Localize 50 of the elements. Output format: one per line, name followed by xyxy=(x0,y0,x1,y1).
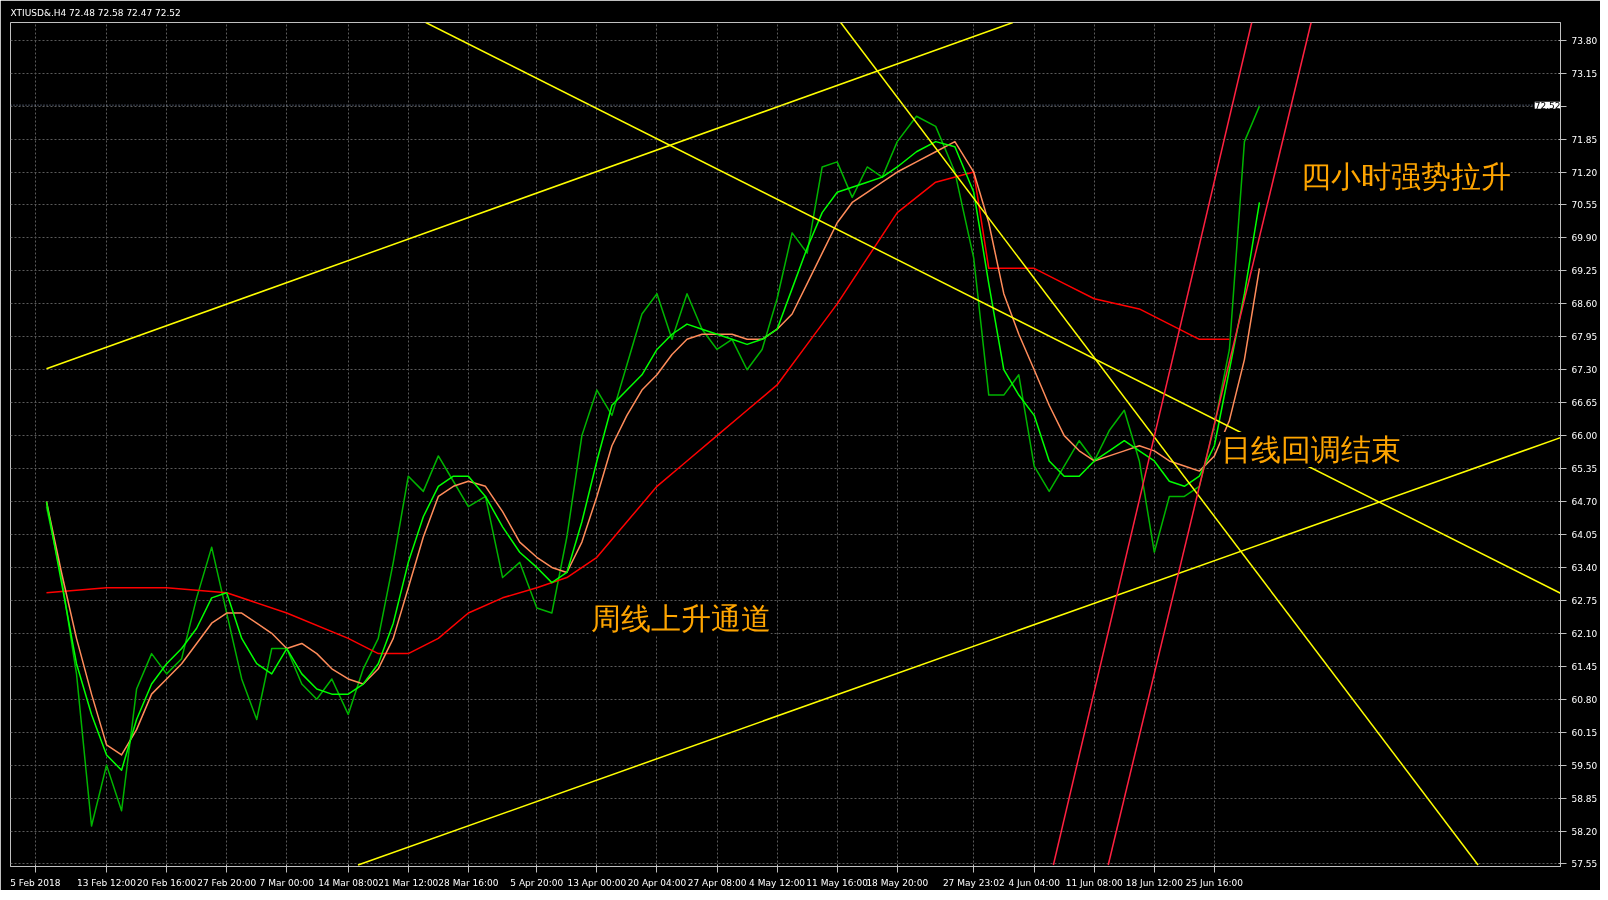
ref-line-label: 72.52 xyxy=(1534,100,1561,111)
x-tick-label: 5 Apr 20:00 xyxy=(510,877,564,888)
y-tick-label: 69.25 xyxy=(1571,266,1598,277)
x-tick-label: 28 Mar 16:00 xyxy=(438,877,499,888)
x-tick-label: 4 May 12:00 xyxy=(749,877,806,888)
x-tick-label: 7 Mar 00:00 xyxy=(259,877,315,888)
y-tick-label: 58.20 xyxy=(1571,826,1598,837)
y-tick-label: 71.20 xyxy=(1571,167,1598,178)
x-tick-label: 21 Mar 12:00 xyxy=(378,877,439,888)
y-tick-label: 68.60 xyxy=(1571,299,1598,310)
x-tick-label: 27 May 23:02 xyxy=(942,877,1005,888)
y-tick-label: 60.80 xyxy=(1571,694,1598,705)
y-tick-label: 59.50 xyxy=(1571,760,1598,771)
chart-title: XTIUSD&.H4 72.48 72.58 72.47 72.52 xyxy=(10,7,181,18)
x-tick-label: 27 Feb 20:00 xyxy=(197,877,257,888)
y-tick-label: 65.35 xyxy=(1571,464,1598,475)
annotation: 周线上升通道 xyxy=(590,601,771,636)
y-tick-label: 73.15 xyxy=(1571,68,1598,79)
x-tick-label: 14 Mar 08:00 xyxy=(318,877,379,888)
y-tick-label: 67.95 xyxy=(1571,332,1598,343)
y-tick-label: 63.40 xyxy=(1571,562,1598,573)
y-tick-label: 64.70 xyxy=(1571,497,1598,508)
x-tick-label: 5 Feb 2018 xyxy=(10,877,61,888)
y-tick-label: 62.75 xyxy=(1571,595,1598,606)
x-tick-label: 27 Apr 08:00 xyxy=(687,877,747,888)
x-tick-label: 13 Feb 12:00 xyxy=(77,877,137,888)
y-tick-label: 69.90 xyxy=(1571,233,1598,244)
x-tick-label: 25 Jun 16:00 xyxy=(1185,877,1244,888)
x-tick-label: 13 Apr 00:00 xyxy=(567,877,627,888)
y-tick-label: 66.00 xyxy=(1571,431,1598,442)
x-tick-label: 20 Apr 04:00 xyxy=(627,877,687,888)
annotation: 四小时强势拉升 xyxy=(1300,159,1511,194)
x-tick-label: 18 Jun 12:00 xyxy=(1125,877,1184,888)
x-tick-label: 4 Jun 04:00 xyxy=(1008,877,1061,888)
y-tick-label: 60.15 xyxy=(1571,727,1598,738)
y-tick-label: 66.65 xyxy=(1571,398,1598,409)
x-tick-label: 11 May 16:00 xyxy=(806,877,869,888)
y-tick-label: 71.85 xyxy=(1571,134,1598,145)
y-tick-label: 73.80 xyxy=(1571,35,1598,46)
y-tick-label: 62.10 xyxy=(1571,628,1598,639)
x-tick-label: 11 Jun 08:00 xyxy=(1065,877,1124,888)
y-tick-label: 61.45 xyxy=(1571,661,1598,672)
y-tick-label: 64.05 xyxy=(1571,529,1598,540)
y-tick-label: 58.85 xyxy=(1571,793,1598,804)
y-tick-label: 67.30 xyxy=(1571,365,1598,376)
annotation: 日线回调结束 xyxy=(1220,432,1401,467)
y-tick-label: 70.55 xyxy=(1571,200,1598,211)
x-tick-label: 18 May 20:00 xyxy=(866,877,929,888)
x-tick-label: 20 Feb 16:00 xyxy=(137,877,197,888)
y-tick-label: 57.55 xyxy=(1571,859,1598,870)
